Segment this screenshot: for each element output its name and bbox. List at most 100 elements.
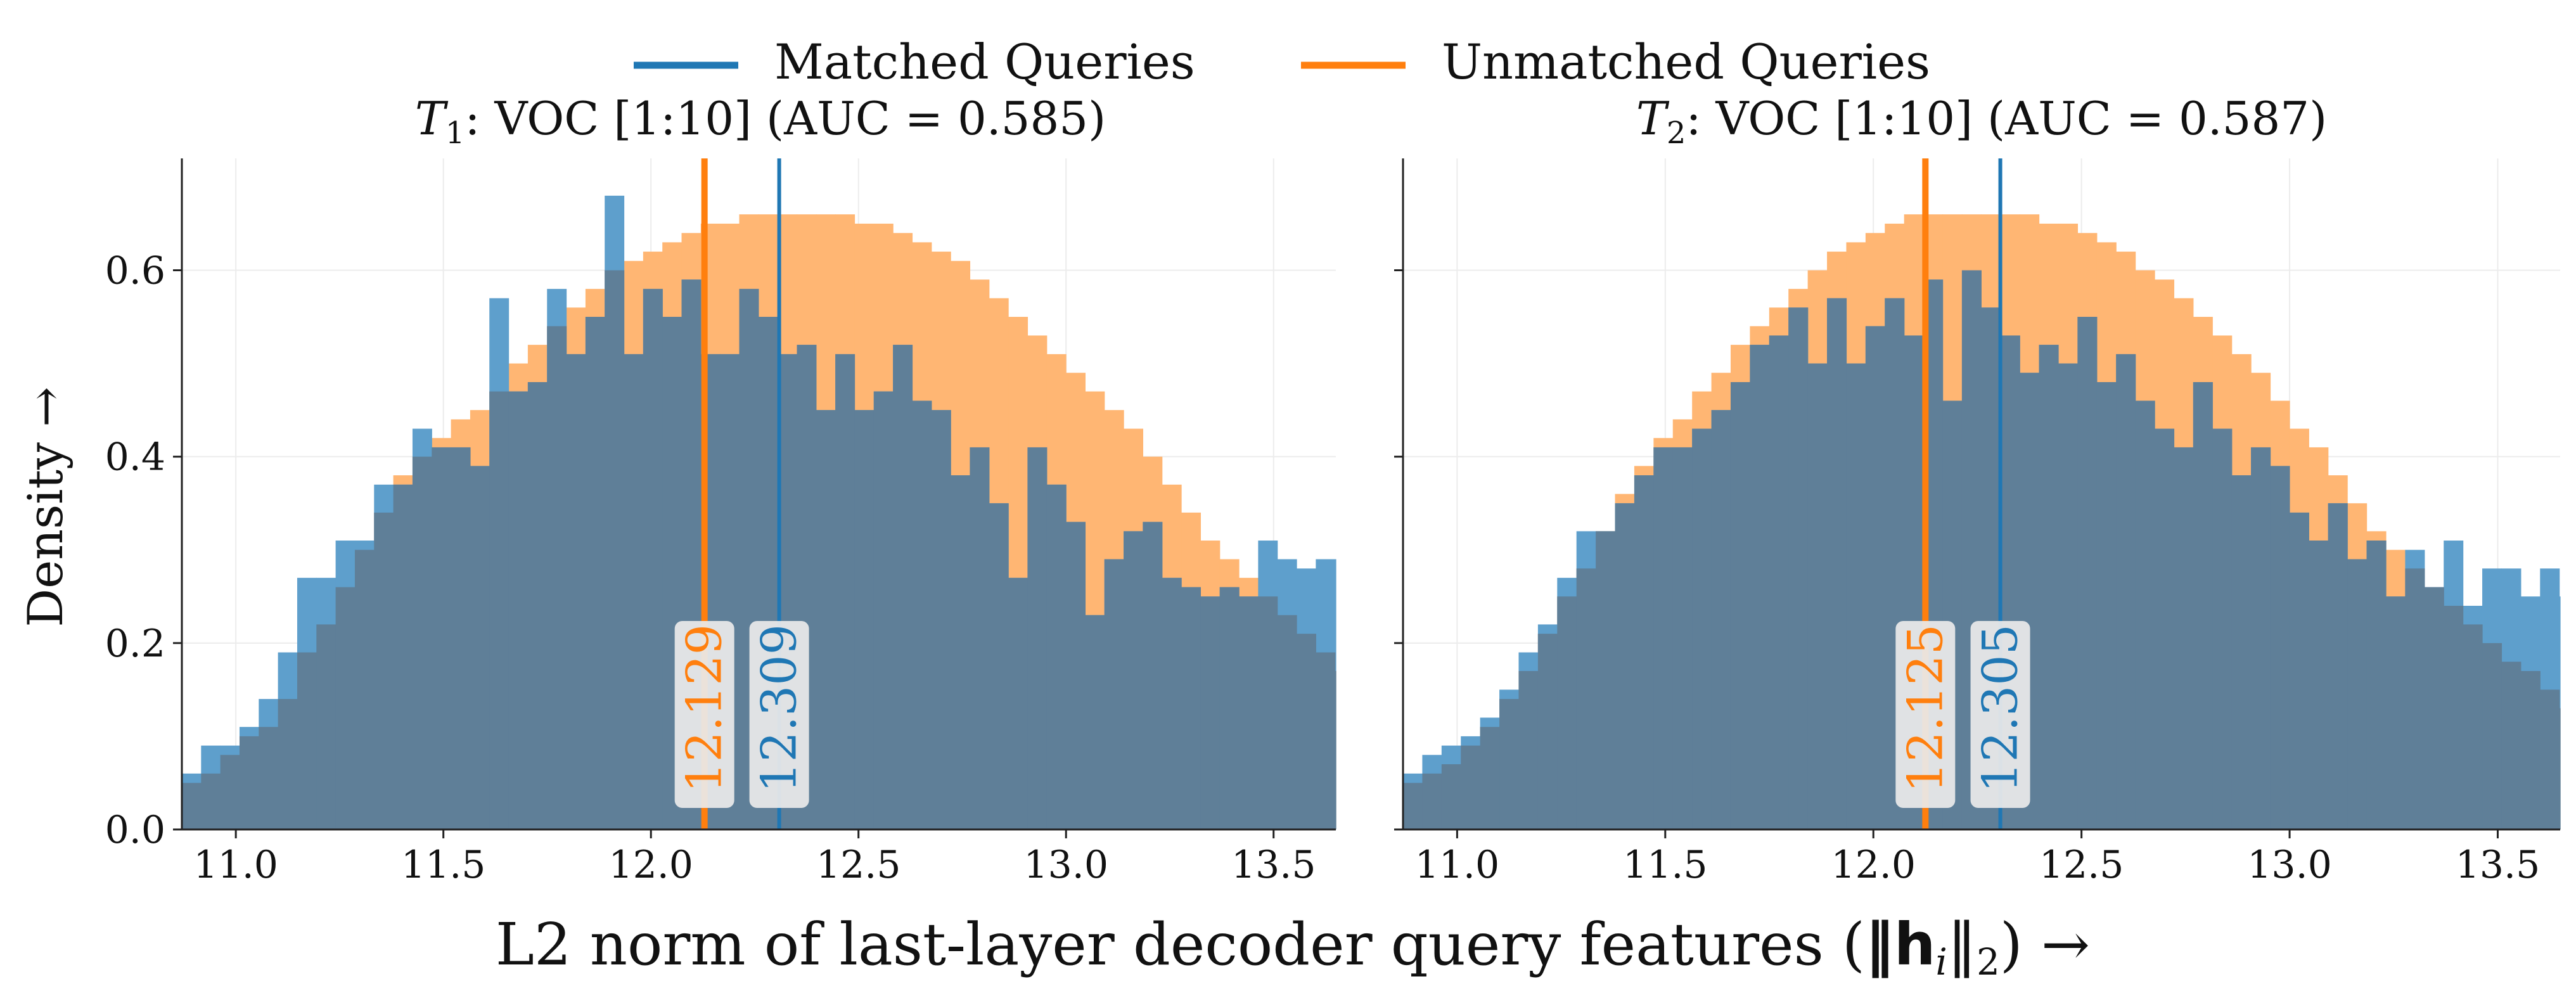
subplot-2-overlap-bar (2328, 503, 2348, 829)
subplot-2-overlap-bar (2540, 689, 2560, 829)
subplot-2-overlap-bar (1634, 475, 1654, 829)
subplot-2-overlap-bar (1518, 670, 1539, 829)
subplot-1-overlap-bar (643, 288, 663, 830)
subplot-1: T1: VOC [1:10] (AUC = 0.585) 12.129 12.30… (105, 92, 1336, 887)
subplot-2-overlap-bar (1403, 783, 1423, 829)
subplot-2-overlap-bar (2174, 447, 2194, 829)
subplot-1-overlap-bar (451, 447, 471, 829)
subplot-1-mean-lines: 12.129 12.309 (674, 158, 809, 829)
subplot-2-title-sub: 2 (1667, 115, 1686, 151)
subplot-1-overlap-bar (1085, 615, 1105, 829)
subplot-2-overlap-bar (1557, 596, 1577, 829)
subplot-2-overlap-bar (2116, 354, 2136, 829)
subplot-2-overlap-bar (2463, 624, 2483, 829)
subplot-1-overlap-bar (970, 447, 990, 829)
subplot-1-overlap-bar (1219, 587, 1240, 829)
subplot-2-overlap-bar (1596, 531, 1616, 829)
subplot-2-title-symbol: T (1636, 92, 1670, 145)
subplot-2-x-tick-label: 13.5 (2456, 843, 2541, 887)
subplot-1-overlap-bar (1258, 596, 1278, 829)
subplot-1-overlap-bar (1297, 634, 1316, 829)
subplot-1-overlap-bar (1124, 531, 1144, 829)
x-axis-label-sub-i: i (1935, 940, 1947, 983)
subplot-2-mean-lines: 12.125 12.305 (1895, 158, 2030, 829)
subplot-1-x-tick-label: 11.0 (193, 843, 278, 887)
subplot-1-overlap-bar (1008, 577, 1028, 829)
subplot-2-overlap-bar (2289, 512, 2309, 829)
subplot-2-x-tick-label: 12.0 (1831, 843, 1916, 887)
y-axis-label: Density → (17, 387, 74, 627)
subplot-2-overlap-bar (2039, 345, 2059, 829)
subplot-1-overlap-bar (1162, 577, 1182, 829)
subplot-2-overlap-bar (2501, 662, 2522, 829)
x-axis-label-math: ‖h (1865, 911, 1936, 978)
subplot-1-overlap-bar (432, 447, 452, 829)
subplot-2-overlap-bar (2559, 708, 2561, 829)
subplot-1-overlap-bar (278, 699, 298, 829)
subplot-1-overlap-bar (259, 727, 279, 829)
subplot-2-mean-label-box (1895, 621, 1956, 808)
subplot-2-overlap-bar (1769, 335, 1789, 829)
subplot-2-overlap-bar (1807, 363, 1828, 829)
subplot-2-x-tick-label: 11.0 (1415, 843, 1500, 887)
subplot-1-overlap-bar (854, 410, 875, 829)
subplot-2-x-tick-label: 12.5 (2039, 843, 2124, 887)
subplot-1-overlap-bar (1104, 559, 1124, 829)
subplot-2-overlap-bar (2135, 400, 2155, 829)
subplot-1-overlap-bar (1181, 587, 1201, 829)
subplot-2-overlap-bar (1576, 568, 1596, 829)
subplot-1-overlap-bar (816, 410, 836, 829)
subplot-2-mean-label: 12.305 (1972, 624, 2028, 793)
subplot-1-x-tick-label: 12.0 (608, 843, 693, 887)
subplot-2-overlap-bar (2212, 428, 2233, 829)
subplot-1-overlap-bar (182, 783, 202, 829)
subplot-2-overlap-bar (1692, 428, 1712, 829)
subplot-1-overlap-bar (393, 484, 413, 829)
subplot-1-mean-label-box (674, 621, 734, 808)
subplot-2-x-tick-label: 11.5 (1623, 843, 1708, 887)
subplot-2-overlap-bar (2270, 466, 2290, 829)
subplot-1-overlap-bar (508, 391, 529, 829)
subplot-1-overlap-bar (835, 354, 855, 829)
subplot-1-overlap-bar (220, 755, 240, 829)
subplot-1-overlap-bar (316, 624, 336, 829)
subplot-2-overlap-bar (1788, 307, 1809, 829)
subplot-2-overlap-bar (2366, 541, 2387, 829)
subplot-1-overlap-bar (297, 652, 317, 829)
subplot-2-overlap-bar (1827, 298, 1847, 829)
subplot-2-overlap-bar (1653, 447, 1674, 829)
subplot-2-overlap-bar (1672, 447, 1693, 829)
subplot-1-overlap-bar (1066, 522, 1086, 829)
subplot-1-overlap-bar (470, 466, 490, 829)
subplot-1-x-tick-label: 13.5 (1231, 843, 1316, 887)
subplot-1-overlap-bar (527, 382, 548, 829)
subplot-2-title-rest: : VOC [1:10] (AUC = 0.587) (1686, 92, 2327, 145)
subplot-1-overlap-bar (1046, 484, 1067, 829)
subplot-1-overlap-bar (335, 587, 356, 829)
subplot-2: T2: VOC [1:10] (AUC = 0.587) 12.125 12.30… (1394, 92, 2561, 887)
subplot-2-overlap-bar (1846, 363, 1866, 829)
subplot-1-x-tick-label: 11.5 (401, 843, 486, 887)
subplot-2-x-tick-label: 13.0 (2247, 843, 2332, 887)
subplot-2-overlap-bar (2155, 428, 2175, 829)
subplot-2-mean-label: 12.125 (1897, 624, 1953, 793)
subplot-1-overlap-bar (605, 270, 625, 829)
subplot-1-overlap-bar (1143, 522, 1163, 829)
subplot-2-overlap-bar (1750, 345, 1770, 829)
subplot-2-overlap-bar (2405, 568, 2425, 829)
subplot-1-axes: 11.0 11.5 12.0 12.5 13.0 13.5 0.0 0.2 0.4 0.6 (105, 158, 1336, 887)
legend-matched-label: Matched Queries (774, 34, 1195, 90)
subplot-2-overlap-bar (1441, 764, 1461, 829)
subplot-2-overlap-bar (2058, 363, 2079, 829)
subplot-1-mean-label-box (749, 621, 809, 808)
subplot-1-overlap-bar (566, 354, 586, 829)
subplot-1-overlap-bar (873, 391, 894, 829)
subplot-2-overlap-bar (2482, 643, 2502, 829)
subplot-1-overlap-bar (1335, 670, 1336, 829)
subplot-1-overlap-bar (201, 773, 221, 829)
subplot-2-overlap-bar (1537, 634, 1558, 829)
subplot-1-overlap-bar (489, 391, 509, 829)
subplot-2-title: T2: VOC [1:10] (AUC = 0.587) (1636, 92, 2327, 151)
subplot-1-overlap-bar (585, 317, 605, 830)
